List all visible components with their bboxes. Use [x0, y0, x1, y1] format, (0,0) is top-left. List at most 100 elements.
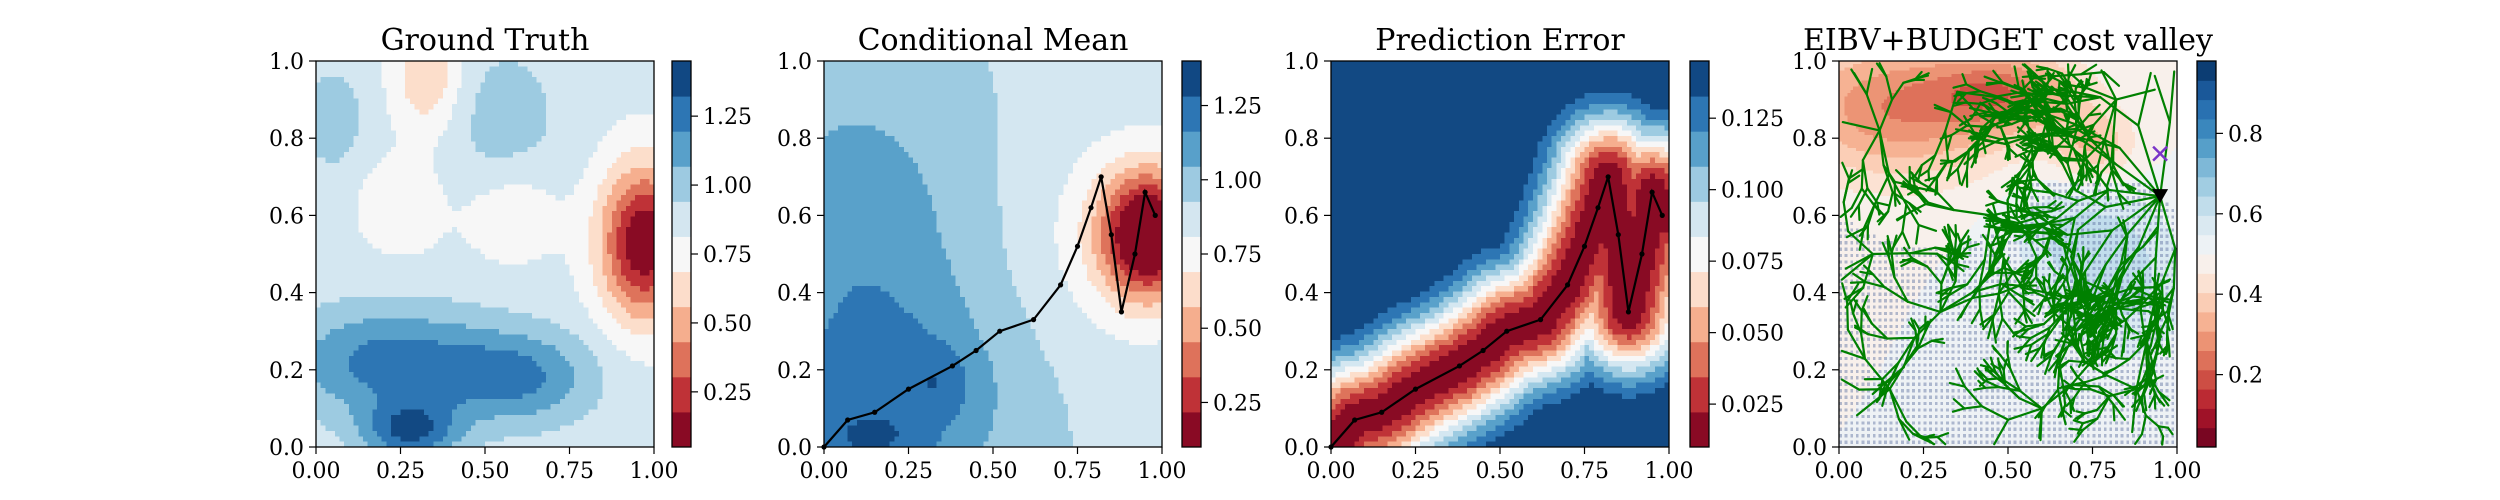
tree-branch — [2061, 158, 2086, 162]
tree-branch — [2043, 247, 2049, 258]
tree-branch — [1990, 227, 2002, 248]
tree-branch — [1888, 388, 1901, 421]
tree-branch — [1956, 167, 1962, 185]
tree-branch — [2023, 191, 2029, 210]
tree-branch — [2013, 317, 2027, 328]
tree-branch — [2018, 223, 2042, 229]
tree-branch — [2082, 291, 2096, 299]
colorbar-level — [672, 341, 691, 378]
colorbar: 0.2 0.4 0.6 0.8 — [2196, 60, 2263, 448]
tree-branch — [1840, 252, 1874, 281]
tree-branch — [2085, 164, 2089, 182]
tree-branch — [2072, 134, 2087, 145]
path-waypoint — [997, 328, 1003, 334]
y-tick-label: 0.6 — [777, 204, 812, 229]
tree-branch — [1903, 345, 1919, 366]
colorbar: 0.025 0.050 0.075 0.100 0.125 — [1689, 60, 1784, 448]
tree-branch — [2157, 342, 2165, 354]
heatmap-image — [316, 61, 654, 447]
tree-branch — [1967, 126, 1993, 151]
tree-branch — [2077, 252, 2083, 265]
tree-branch — [2033, 97, 2046, 102]
tree-branch — [2002, 368, 2007, 386]
tree-branch — [1865, 93, 1881, 132]
tree-branch — [2140, 414, 2147, 436]
tree-branch — [2095, 315, 2105, 327]
tree-branch — [1846, 328, 1867, 360]
tree-branch — [2149, 328, 2156, 347]
colorbar-level — [672, 166, 691, 202]
tree-branch — [2024, 347, 2041, 356]
tree-branch — [2043, 97, 2048, 109]
colorbar-tick-label: 0.50 — [703, 312, 752, 337]
colorbar-frame — [1689, 60, 1710, 448]
tree-branch — [2083, 326, 2094, 334]
tree-branch — [2129, 256, 2157, 285]
tree-branch — [1890, 234, 1898, 255]
tree-branch — [2001, 317, 2015, 335]
tree-branch — [2015, 143, 2029, 153]
tree-branch — [1944, 130, 1950, 162]
path-waypoint — [1142, 189, 1148, 195]
tree-branch — [1870, 322, 1889, 340]
tree-branch — [2154, 195, 2162, 259]
tree-branch — [2003, 219, 2020, 225]
tree-branch — [1951, 407, 1966, 413]
panel-3: 0.00 0.25 0.50 0.75 1.00 0.0 0.2 0.4 0.6 0.8 1.0 Pr… — [1284, 23, 1784, 484]
tree-branch — [1861, 308, 1873, 325]
tree-branch — [1963, 385, 1983, 408]
tree-branch — [2030, 330, 2052, 346]
tree-branch — [1988, 247, 2001, 273]
tree-branch — [2153, 390, 2157, 410]
tree-branch — [2017, 336, 2032, 354]
tree-branch — [1960, 230, 1970, 242]
tree-branch — [2118, 146, 2162, 198]
colorbar-level — [1182, 131, 1201, 167]
path-waypoint — [1152, 212, 1158, 218]
path-waypoint — [1030, 317, 1037, 323]
x-tick-label: 0.50 — [461, 459, 510, 484]
tree-branch — [1989, 214, 2021, 229]
tree-branch — [2033, 236, 2052, 242]
tree-branch — [1984, 139, 2007, 146]
tree-branch — [2157, 329, 2162, 345]
x-tick-label: 0.00 — [800, 459, 849, 484]
x-tick-label: 1.00 — [2153, 459, 2202, 484]
y-tick-label: 0.0 — [1792, 436, 1827, 461]
tree-branch — [2153, 74, 2171, 124]
tree-branch — [2135, 388, 2147, 417]
colorbar-level — [2197, 118, 2216, 139]
path-waypoint — [1565, 282, 1571, 288]
colorbar-level — [1690, 236, 1709, 273]
tree-branch — [2013, 328, 2030, 334]
colorbar-level — [1182, 411, 1201, 448]
tree-branch — [1858, 227, 1865, 251]
tree-branch — [2153, 308, 2165, 332]
tree-branch — [1963, 405, 1983, 410]
path-waypoint — [1379, 409, 1385, 415]
tree-branch — [2046, 199, 2057, 209]
tree-branch — [2006, 199, 2011, 222]
tree-branch — [1993, 290, 2010, 316]
tree-branch — [2074, 291, 2085, 298]
tree-branch — [2047, 358, 2060, 372]
tree-branch — [2060, 385, 2076, 391]
colorbar-tick-label: 0.50 — [1213, 317, 1262, 342]
tree-branch — [2015, 177, 2019, 205]
y-tick-label: 1.0 — [1792, 50, 1827, 75]
y-tick-label: 0.2 — [777, 359, 812, 384]
tree-branch — [1916, 339, 1934, 350]
tree-branch — [2065, 76, 2070, 99]
tree-branch — [2007, 290, 2025, 309]
tree-branch — [2046, 67, 2064, 75]
colorbar-tick-label: 0.050 — [1721, 322, 1784, 347]
tree-branch — [2098, 328, 2108, 344]
tree-branch — [1852, 297, 1863, 312]
tree-branch — [2048, 223, 2058, 236]
tree-branch — [2019, 77, 2035, 94]
tree-branch — [2102, 286, 2134, 299]
tree-branch — [2015, 335, 2032, 340]
colorbar-level — [2197, 389, 2216, 409]
tree-branch — [2139, 335, 2149, 347]
tree-branch — [1857, 204, 1861, 222]
